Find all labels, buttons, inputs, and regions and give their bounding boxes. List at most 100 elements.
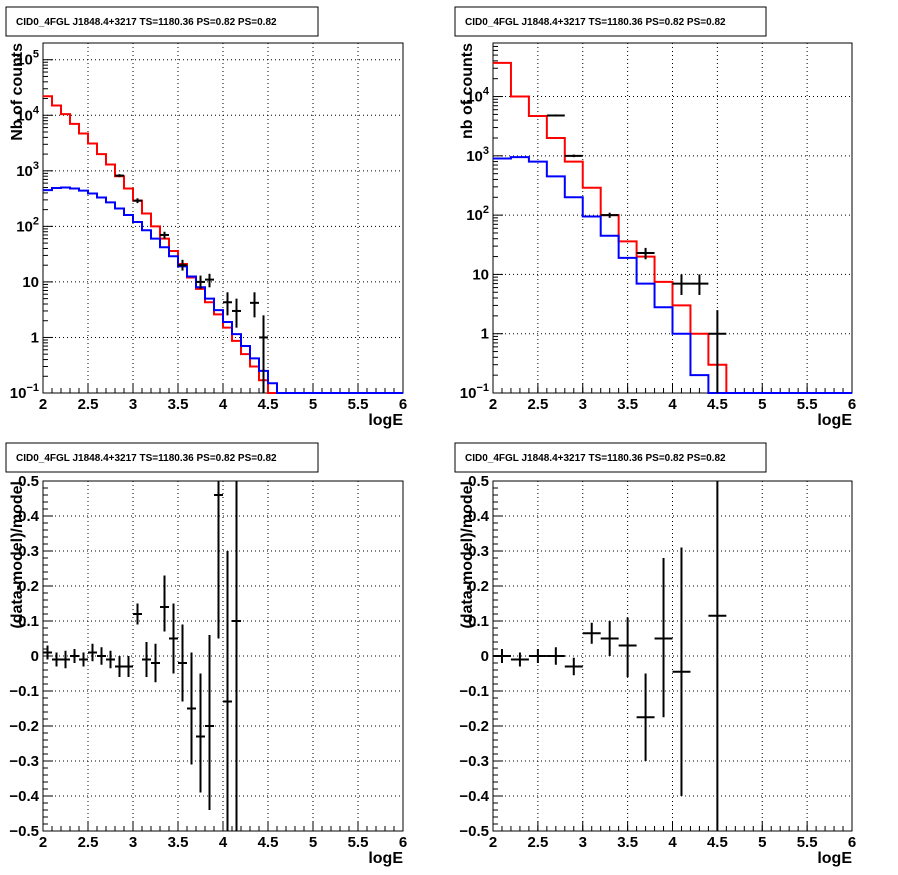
x-tick-label: 3 [579,396,587,413]
y-tick-label: 0.4 [468,508,490,525]
data-point [124,656,133,677]
title-box [454,6,767,37]
y-tick-label: −0.2 [9,718,39,735]
data-point [546,114,565,117]
data-point [187,652,196,765]
x-tick-label: 2 [489,834,497,851]
data-point [133,603,142,625]
x-axis-label: logE [368,412,403,429]
x-tick-label: 2.5 [527,396,548,413]
y-tick-label: −0.2 [459,718,489,735]
x-tick-label: 3 [579,834,587,851]
data-point [636,247,655,260]
x-tick-label: 4 [668,834,677,851]
x-tick-label: 5.5 [348,396,369,413]
x-tick-label: 2.5 [78,396,99,413]
data-point [618,617,637,677]
data-point [88,643,97,662]
data-point [178,624,187,702]
panel-title: CID0_4FGL J1848.4+3217 TS=1180.36 PS=0.8… [16,17,277,28]
data-point [115,656,124,677]
data-point [178,259,187,271]
panel-top-left-counts: 2 2.5 3 3.5 4 4.5 5 5.5 610−1110102103104105logE… [5,6,407,429]
y-axis-label: (data-model)/model [9,481,26,629]
model-histogram-blue [493,156,852,394]
x-tick-label: 5 [309,396,317,413]
y-tick-label: 0.1 [18,613,39,630]
x-tick-label: 6 [848,396,856,413]
x-tick-label: 6 [848,834,856,851]
x-tick-label: 2.5 [78,834,99,851]
y-tick-label: −0.1 [9,683,39,700]
x-tick-label: 5 [758,834,766,851]
data-point [708,481,727,831]
y-tick-label: 0.4 [18,508,40,525]
data-point [169,603,178,674]
x-axis-label: logE [368,850,403,867]
x-tick-label: 6 [399,834,407,851]
y-tick-label: −0.3 [9,753,39,770]
x-axis-label: logE [817,850,852,867]
title-box [454,442,767,473]
x-tick-label: 5 [758,396,766,413]
x-tick-label: 4 [219,834,228,851]
x-tick-label: 3.5 [617,834,638,851]
y-axis-label: nb of counts [459,43,476,139]
panel-top-right-counts: 2 2.5 3 3.5 4 4.5 5 5.5 610−1110102103104logEnb … [454,6,856,429]
x-axis-label: logE [817,412,852,429]
y-tick-label: 0.5 [468,473,489,490]
data-point [205,635,214,810]
data-point [223,292,232,316]
data-point [61,650,70,669]
x-tick-label: 3.5 [617,396,638,413]
data-point [600,621,619,656]
data-point [205,273,214,288]
x-tick-label: 5 [309,834,317,851]
y-tick-label: −0.4 [459,788,489,805]
y-tick-label: −0.3 [459,753,489,770]
data-point [214,481,223,639]
x-tick-label: 4 [668,396,677,413]
data-point [52,652,61,667]
y-tick-label: −0.5 [9,823,39,840]
data-point [600,212,619,218]
data-point [115,174,124,178]
x-tick-label: 2 [39,834,47,851]
data-point [223,551,232,831]
x-tick-label: 2 [39,396,47,413]
y-axis-label: Nb of counts [9,43,26,141]
data-point [546,647,565,665]
data-point [654,558,673,718]
data-point [564,154,583,158]
data-point [528,649,547,663]
y-tick-label: −0.1 [459,683,489,700]
panel-title: CID0_4FGL J1848.4+3217 TS=1180.36 PS=0.8… [465,453,726,464]
y-tick-label: 1 [481,326,489,343]
data-point [79,652,88,667]
y-tick-label: 10 [22,274,39,291]
data-point [582,622,601,644]
x-tick-label: 4 [219,396,228,413]
data-point [232,481,241,831]
data-point [142,642,151,677]
y-tick-label: 0.2 [18,578,39,595]
x-tick-label: 5.5 [348,834,369,851]
x-tick-label: 5.5 [797,834,818,851]
x-tick-label: 4.5 [258,834,279,851]
x-tick-label: 3 [129,834,137,851]
data-point [232,298,241,328]
x-tick-label: 4.5 [707,396,728,413]
x-tick-label: 3.5 [168,396,189,413]
y-tick-label: 10 [472,266,489,283]
y-tick-label: 0 [481,648,489,665]
y-tick-label: 0.1 [468,613,489,630]
x-tick-label: 4.5 [707,834,728,851]
data-point [133,198,142,204]
y-tick-label: 0.3 [468,543,489,560]
x-tick-label: 3.5 [168,834,189,851]
y-tick-label: 0.2 [468,578,489,595]
data-point [160,231,169,239]
title-box [5,442,319,473]
data-point [196,673,205,793]
data-point [151,643,160,683]
